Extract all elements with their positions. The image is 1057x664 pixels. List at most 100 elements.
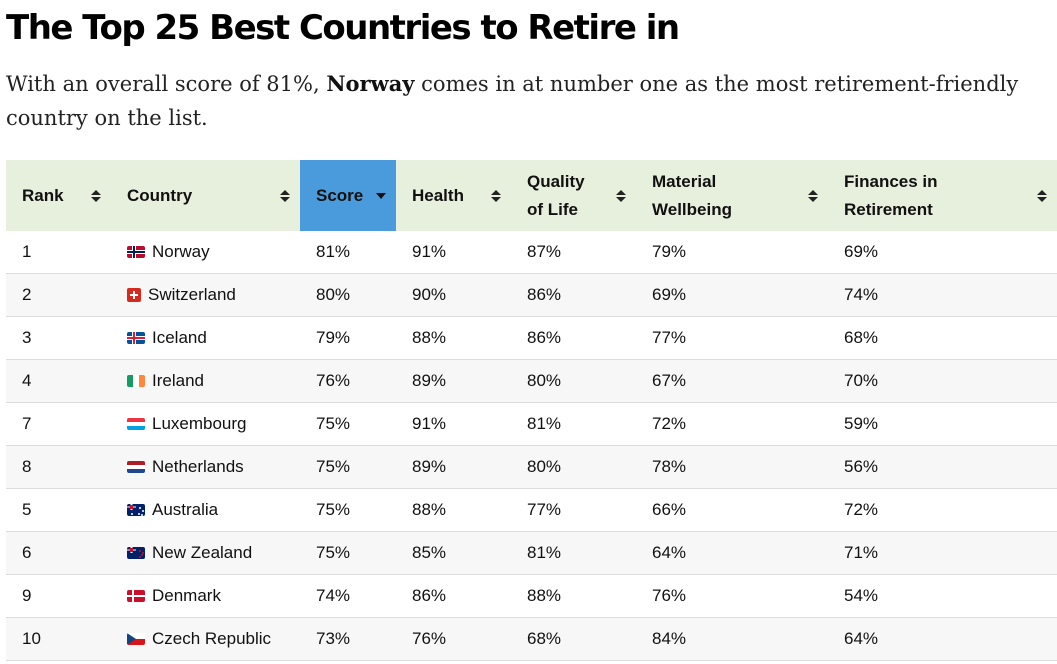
cell-country: New Zealand — [111, 531, 300, 575]
table-row: 6 New Zealand 75% 85% 81% 64% 71% — [6, 531, 1057, 575]
cell-rank: 1 — [6, 231, 111, 274]
column-header-label: Finances in Retirement — [844, 171, 938, 219]
country-name: Ireland — [152, 371, 204, 390]
table-row: 4 Ireland 76% 89% 80% 67% 70% — [6, 359, 1057, 403]
country-label: Denmark — [127, 586, 300, 606]
country-name: Luxembourg — [152, 414, 247, 433]
sort-descending-icon — [376, 192, 386, 199]
cell-health: 76% — [396, 617, 511, 661]
cell-quality-of-life: 87% — [511, 231, 636, 274]
australia-flag-icon — [127, 504, 145, 516]
cell-health: 88% — [396, 488, 511, 532]
country-label: Ireland — [127, 371, 300, 391]
country-name: Iceland — [152, 328, 207, 347]
cell-finances-in-retirement: 74% — [828, 273, 1057, 317]
cell-finances-in-retirement: 71% — [828, 531, 1057, 575]
column-header-quality-of-life[interactable]: Quality of Life — [511, 160, 636, 231]
cell-quality-of-life: 80% — [511, 445, 636, 489]
cell-quality-of-life: 86% — [511, 316, 636, 360]
cell-material-wellbeing: 84% — [636, 617, 828, 661]
table-row: 1 Norway 81% 91% 87% 79% 69% — [6, 231, 1057, 274]
cell-score: 73% — [300, 617, 396, 661]
table-body: 1 Norway 81% 91% 87% 79% 69% 2 Switzerland 80% 90%… — [6, 231, 1057, 661]
column-header-material-wellbeing[interactable]: Material Wellbeing — [636, 160, 828, 231]
country-name: Denmark — [152, 586, 221, 605]
column-header-finances-in-retirement[interactable]: Finances in Retirement — [828, 160, 1057, 231]
cell-country: Norway — [111, 231, 300, 274]
cell-health: 89% — [396, 445, 511, 489]
cell-finances-in-retirement: 56% — [828, 445, 1057, 489]
cell-score: 81% — [300, 231, 396, 274]
cell-quality-of-life: 68% — [511, 617, 636, 661]
cell-material-wellbeing: 77% — [636, 316, 828, 360]
column-header-label: Rank — [22, 185, 64, 205]
intro-text-end: comes in at number one as the most retir… — [6, 72, 1019, 130]
cell-finances-in-retirement: 72% — [828, 488, 1057, 532]
column-header-label: Country — [127, 185, 193, 205]
country-label: Norway — [127, 242, 300, 262]
column-header-rank[interactable]: Rank — [6, 160, 111, 231]
cell-score: 79% — [300, 316, 396, 360]
column-header-score[interactable]: Score — [300, 160, 396, 231]
cell-quality-of-life: 88% — [511, 574, 636, 618]
column-header-health[interactable]: Health — [396, 160, 511, 231]
table-row: 8 Netherlands 75% 89% 80% 78% 56% — [6, 445, 1057, 489]
column-header-label: Score — [316, 185, 364, 205]
cell-health: 85% — [396, 531, 511, 575]
cell-health: 90% — [396, 273, 511, 317]
cell-health: 88% — [396, 316, 511, 360]
cell-material-wellbeing: 67% — [636, 359, 828, 403]
cell-rank: 7 — [6, 402, 111, 446]
cell-country: Switzerland — [111, 273, 300, 317]
cell-score: 75% — [300, 488, 396, 532]
country-label: Australia — [127, 500, 300, 520]
cell-score: 75% — [300, 445, 396, 489]
cell-quality-of-life: 80% — [511, 359, 636, 403]
czech-republic-flag-icon — [127, 633, 145, 645]
cell-quality-of-life: 77% — [511, 488, 636, 532]
sort-icon — [616, 189, 626, 202]
country-name: New Zealand — [152, 543, 253, 562]
cell-health: 86% — [396, 574, 511, 618]
cell-country: Denmark — [111, 574, 300, 618]
sort-icon — [808, 189, 818, 202]
table-row: 2 Switzerland 80% 90% 86% 69% 74% — [6, 273, 1057, 317]
cell-quality-of-life: 81% — [511, 402, 636, 446]
column-header-label: Material Wellbeing — [652, 171, 732, 219]
sort-icon — [491, 189, 501, 202]
cell-quality-of-life: 86% — [511, 273, 636, 317]
cell-material-wellbeing: 69% — [636, 273, 828, 317]
cell-country: Iceland — [111, 316, 300, 360]
cell-score: 75% — [300, 531, 396, 575]
iceland-flag-icon — [127, 332, 145, 344]
table-row: 9 Denmark 74% 86% 88% 76% 54% — [6, 574, 1057, 618]
column-header-country[interactable]: Country — [111, 160, 300, 231]
cell-finances-in-retirement: 64% — [828, 617, 1057, 661]
cell-rank: 6 — [6, 531, 111, 575]
cell-material-wellbeing: 78% — [636, 445, 828, 489]
intro-highlight-country: Norway — [326, 71, 415, 96]
netherlands-flag-icon — [127, 461, 145, 473]
cell-score: 75% — [300, 402, 396, 446]
cell-health: 91% — [396, 402, 511, 446]
table-row: 7 Luxembourg 75% 91% 81% 72% 59% — [6, 402, 1057, 446]
ranking-table: Rank Country Score Health Quality of Lif… — [6, 160, 1057, 661]
new-zealand-flag-icon — [127, 547, 145, 559]
country-label: Luxembourg — [127, 414, 300, 434]
cell-finances-in-retirement: 68% — [828, 316, 1057, 360]
cell-quality-of-life: 81% — [511, 531, 636, 575]
cell-finances-in-retirement: 54% — [828, 574, 1057, 618]
country-name: Switzerland — [148, 285, 236, 304]
sort-icon — [280, 189, 290, 202]
sort-icon — [91, 189, 101, 202]
cell-material-wellbeing: 72% — [636, 402, 828, 446]
cell-score: 74% — [300, 574, 396, 618]
cell-country: Czech Republic — [111, 617, 300, 661]
column-header-label: Quality of Life — [527, 171, 585, 219]
cell-country: Netherlands — [111, 445, 300, 489]
cell-country: Australia — [111, 488, 300, 532]
country-label: Netherlands — [127, 457, 300, 477]
intro-paragraph: With an overall score of 81%, Norway com… — [6, 67, 1046, 135]
cell-country: Ireland — [111, 359, 300, 403]
cell-material-wellbeing: 79% — [636, 231, 828, 274]
